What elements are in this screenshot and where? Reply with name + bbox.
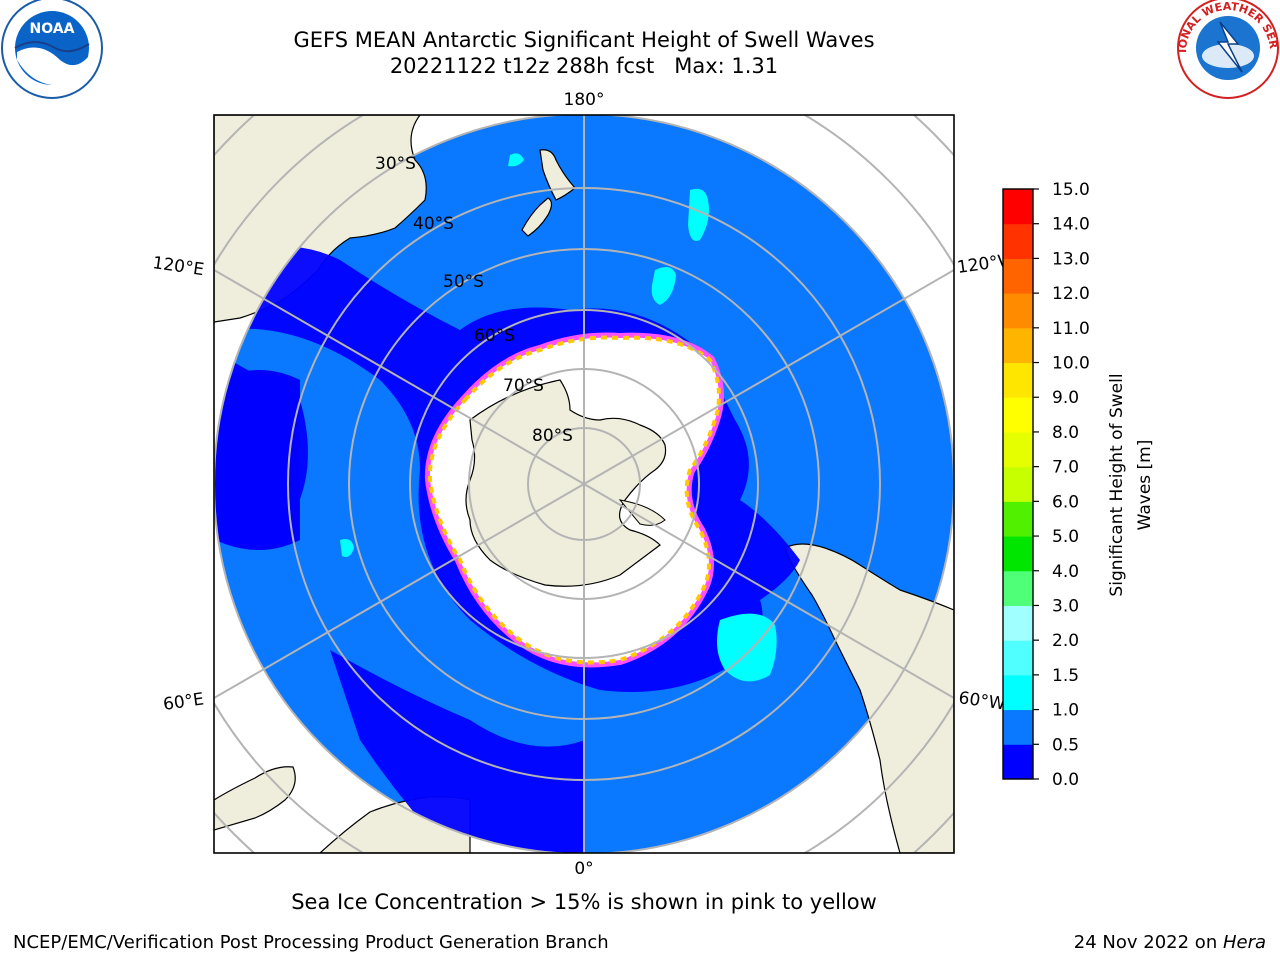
colorbar-tick-label: 14.0: [1052, 215, 1090, 235]
lat-label-30s: 30°S: [375, 154, 416, 174]
colorbar-segment: [1003, 362, 1033, 398]
colorbar-tick-label: 0.5: [1052, 735, 1079, 755]
colorbar-segment: [1003, 466, 1033, 502]
colorbar-segment: [1003, 501, 1033, 537]
colorbar-segment: [1003, 536, 1033, 572]
colorbar-tick-label: 10.0: [1052, 354, 1090, 374]
colorbar-segment: [1003, 327, 1033, 364]
colorbar-segment: [1003, 293, 1033, 329]
colorbar-tick-label: 2.0: [1052, 631, 1079, 651]
colorbar-tick-label: 3.0: [1052, 596, 1079, 616]
lat-label-60s: 60°S: [474, 326, 515, 346]
lat-label-50s: 50°S: [443, 272, 484, 292]
colorbar-tick-label: 0.0: [1052, 770, 1079, 790]
footer-date: 24 Nov 2022 on Hera: [1074, 932, 1266, 953]
swell-patches: [340, 153, 777, 682]
colorbar-tick-label: 6.0: [1052, 492, 1079, 512]
colorbar-segment: [1003, 570, 1033, 606]
colorbar-segment: [1003, 431, 1033, 468]
colorbar-segment: [1003, 640, 1033, 676]
colorbar-segment: [1003, 605, 1033, 641]
lon-label-60w: 60°W: [957, 688, 1006, 714]
lat-label-70s: 70°S: [503, 376, 544, 396]
colorbar-tick-label: 7.0: [1052, 458, 1079, 478]
footer-credit: NCEP/EMC/Verification Post Processing Pr…: [13, 932, 609, 953]
map-title: GEFS MEAN Antarctic Significant Height o…: [293, 28, 875, 52]
colorbar-tick-label: 9.0: [1052, 388, 1079, 408]
map-panel: 30°S 40°S 50°S 60°S 70°S 80°S: [214, 115, 954, 853]
lon-label-0: 0°: [574, 859, 593, 879]
antarctica-landmass: [465, 379, 667, 587]
colorbar-tick-label: 4.0: [1052, 562, 1079, 582]
colorbar-segment: [1003, 744, 1033, 780]
graticule: [214, 115, 954, 853]
nws-logo: NATIONAL WEATHER SERVICE: [0, 0, 1280, 99]
lon-label-120e: 120°E: [151, 253, 205, 280]
colorbar-label-line2: Waves [m]: [1135, 440, 1155, 531]
colorbar-segment: [1003, 709, 1033, 745]
noaa-logo-text: NOAA: [30, 21, 75, 37]
colorbar: 0.0 0.5 1.0 1.5 2.0 3.0 4.0 5.0 6.0 7.0 8.0 9.0 10.0…: [1002, 180, 1090, 790]
colorbar-segment: [1003, 674, 1033, 711]
colorbar-tick-label: 15.0: [1052, 180, 1090, 200]
colorbar-tick-label: 1.0: [1052, 701, 1079, 721]
colorbar-tick-label: 8.0: [1052, 423, 1079, 443]
map-subtitle: 20221122 t12z 288h fcst Max: 1.31: [389, 54, 779, 78]
colorbar-tick-label: 11.0: [1052, 319, 1090, 339]
colorbar-segment: [1003, 223, 1033, 259]
colorbar-tick-label: 5.0: [1052, 527, 1079, 547]
lat-label-40s: 40°S: [413, 214, 454, 234]
noaa-logo: NOAA: [1, 0, 103, 99]
latitude-labels: 30°S 40°S 50°S 60°S 70°S 80°S: [375, 154, 573, 446]
colorbar-tick-label: 1.5: [1052, 666, 1079, 686]
colorbar-segment: [1003, 397, 1033, 433]
lat-label-80s: 80°S: [532, 426, 573, 446]
nws-logo-text: NATIONAL WEATHER SERVICE: [0, 0, 1280, 53]
new-zealand-south: [521, 197, 553, 237]
colorbar-segment: [1003, 258, 1033, 294]
colorbar-segment: [1003, 189, 1033, 225]
colorbar-tick-label: 12.0: [1052, 284, 1090, 304]
map-frame: [213, 114, 955, 854]
footer-machine: Hera: [1222, 932, 1266, 953]
lon-label-60e: 60°E: [162, 689, 205, 714]
colorbar-label-line1: Significant Height of Swell: [1107, 373, 1127, 596]
sea-ice-note: Sea Ice Concentration > 15% is shown in …: [291, 890, 877, 914]
lon-label-180: 180°: [564, 90, 605, 110]
colorbar-frame: [1002, 188, 1034, 780]
colorbar-tick-label: 13.0: [1052, 249, 1090, 269]
footer-date-text: 24 Nov 2022 on: [1073, 932, 1223, 953]
